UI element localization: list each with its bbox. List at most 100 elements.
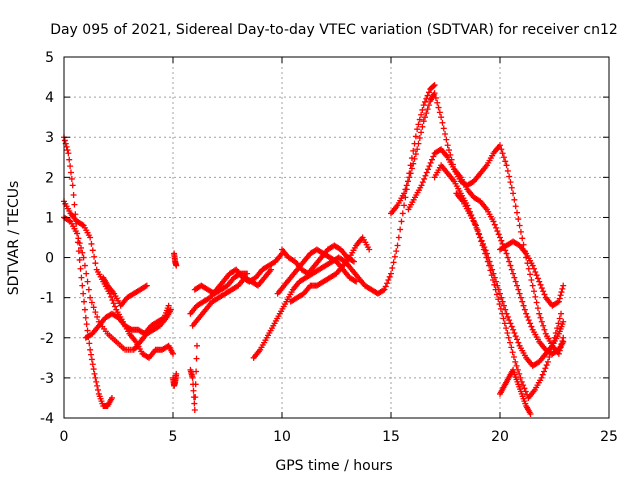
data-point <box>420 118 427 125</box>
data-point <box>386 273 393 280</box>
data-point <box>444 142 451 149</box>
data-point <box>537 314 544 321</box>
data-point <box>385 277 392 284</box>
x-tick-label: 25 <box>600 429 618 445</box>
data-point <box>192 381 199 388</box>
data-point <box>426 163 433 170</box>
data-point <box>493 278 500 285</box>
data-point <box>442 131 449 138</box>
data-point <box>82 314 89 321</box>
data-point <box>505 334 512 341</box>
data-point <box>559 285 566 292</box>
data-point <box>516 370 523 377</box>
data-point <box>506 317 513 324</box>
series-arc-20 <box>497 366 534 417</box>
data-point <box>480 246 487 253</box>
data-point <box>349 257 356 264</box>
data-point <box>93 378 100 385</box>
data-point <box>482 250 489 257</box>
data-point <box>473 222 480 229</box>
series-arc-14 <box>279 242 357 277</box>
data-point <box>436 109 443 116</box>
series-arc-7 <box>171 250 180 269</box>
data-point <box>517 374 524 381</box>
data-point <box>91 370 98 377</box>
data-point <box>541 326 548 333</box>
data-point <box>504 329 511 336</box>
data-point <box>394 242 401 249</box>
data-point <box>389 264 396 271</box>
series-arc-3 <box>61 198 176 361</box>
data-points <box>61 82 567 417</box>
data-point <box>439 119 446 126</box>
data-point <box>88 351 95 358</box>
data-point <box>507 320 514 327</box>
data-point <box>430 82 437 89</box>
data-point <box>538 285 545 292</box>
data-point <box>509 349 516 356</box>
data-point <box>402 186 409 193</box>
data-point <box>412 151 419 158</box>
data-point <box>88 356 95 363</box>
series-arc-1 <box>61 134 115 409</box>
data-point <box>384 280 391 287</box>
data-point <box>503 162 510 169</box>
data-point <box>499 298 506 305</box>
data-point <box>528 323 535 330</box>
series-arc-12 <box>250 82 438 361</box>
data-point <box>500 315 507 322</box>
data-point <box>496 301 503 308</box>
data-point <box>507 179 514 186</box>
data-point <box>491 221 498 228</box>
data-point <box>67 169 74 176</box>
data-point <box>508 184 515 191</box>
data-point <box>410 160 417 167</box>
data-point <box>71 201 78 208</box>
data-point <box>512 203 519 210</box>
data-point <box>165 302 172 309</box>
data-point <box>190 387 197 394</box>
data-point <box>483 254 490 261</box>
data-point <box>515 286 522 293</box>
data-point <box>76 240 83 247</box>
data-point <box>443 136 450 143</box>
data-point <box>108 394 115 401</box>
data-point <box>66 217 73 224</box>
data-point <box>77 265 84 272</box>
data-point <box>418 129 425 136</box>
data-point <box>560 318 567 325</box>
data-point <box>94 313 101 320</box>
data-point <box>497 305 504 312</box>
data-point <box>445 147 452 154</box>
data-point <box>414 146 421 153</box>
data-point <box>556 295 563 302</box>
data-point <box>552 329 559 336</box>
data-point <box>555 320 562 327</box>
series-arc-2 <box>61 214 174 353</box>
data-point <box>488 272 495 279</box>
data-point <box>508 344 515 351</box>
data-point <box>406 174 413 181</box>
data-point <box>427 159 434 166</box>
data-point <box>94 382 101 389</box>
series-arc-18 <box>431 162 567 369</box>
data-point <box>268 266 275 273</box>
data-point <box>403 182 410 189</box>
data-point <box>516 290 523 297</box>
data-point <box>555 298 562 305</box>
data-point <box>431 90 438 97</box>
y-tick-label: 1 <box>45 210 54 226</box>
data-point <box>170 350 176 357</box>
data-point <box>167 306 174 313</box>
data-point <box>68 175 75 182</box>
data-point <box>350 258 357 265</box>
data-point <box>510 354 517 361</box>
data-point <box>95 386 102 393</box>
data-point <box>494 282 501 289</box>
data-point <box>434 99 441 106</box>
data-point <box>423 95 430 102</box>
data-point <box>70 191 77 198</box>
data-point <box>497 234 503 241</box>
data-point <box>491 281 498 288</box>
data-point <box>420 102 427 109</box>
